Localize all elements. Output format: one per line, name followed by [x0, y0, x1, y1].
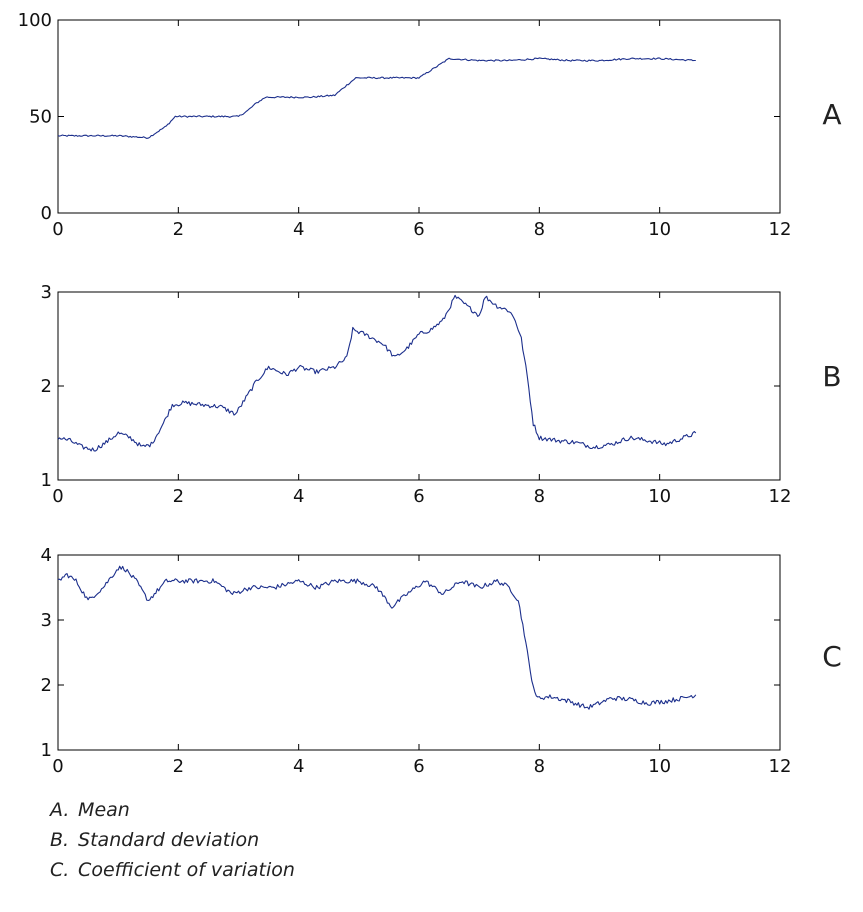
- x-tick-label: 6: [413, 486, 424, 507]
- x-tick-label: 10: [648, 486, 671, 507]
- x-tick-label: 10: [648, 219, 671, 240]
- x-tick-label: 2: [173, 219, 184, 240]
- x-tick-label: 8: [534, 219, 545, 240]
- x-tick-label: 10: [648, 756, 671, 777]
- x-tick-label: 0: [52, 756, 63, 777]
- chart-panel-a: 0 2 4 6 8 10 12 0 50 100 A: [18, 10, 842, 240]
- y-tick-label: 1: [41, 740, 52, 761]
- x-tick-label: 8: [534, 756, 545, 777]
- x-tick-label: 4: [293, 486, 304, 507]
- series-line: [57, 565, 697, 710]
- y-tick-label: 4: [41, 545, 52, 566]
- y-tick-label: 2: [41, 675, 52, 696]
- caption-letter: A.: [50, 799, 70, 821]
- y-tick-label: 100: [18, 10, 52, 31]
- x-tick-label: 8: [534, 486, 545, 507]
- plot-frame: [57, 19, 781, 214]
- y-tick-label: 50: [29, 107, 52, 128]
- plot-frame: [57, 554, 781, 751]
- panel-letter: B: [822, 360, 841, 393]
- x-tick-label: 4: [293, 219, 304, 240]
- series-line: [57, 294, 697, 452]
- panel-letter: A: [822, 98, 841, 131]
- caption-text: Mean: [78, 799, 130, 821]
- plot-frame: [57, 291, 781, 481]
- figure-caption: A. Mean B. Standard deviation C. Coeffic…: [50, 795, 750, 885]
- caption-text: Coefficient of variation: [78, 859, 295, 881]
- x-tick-label: 0: [52, 486, 63, 507]
- caption-item-b: B. Standard deviation: [50, 825, 750, 855]
- series-line: [57, 57, 696, 139]
- y-tick-label: 1: [41, 470, 52, 491]
- caption-item-a: A. Mean: [50, 795, 750, 825]
- y-tick-label: 0: [41, 203, 52, 224]
- caption-letter: C.: [50, 859, 70, 881]
- x-tick-label: 6: [413, 219, 424, 240]
- x-tick-label: 2: [173, 756, 184, 777]
- y-tick-label: 3: [41, 282, 52, 303]
- y-tick-label: 3: [41, 610, 52, 631]
- x-tick-label: 0: [52, 219, 63, 240]
- x-tick-label: 4: [293, 756, 304, 777]
- caption-text: Standard deviation: [78, 829, 260, 851]
- caption-item-c: C. Coefficient of variation: [50, 855, 750, 885]
- x-tick-label: 12: [769, 756, 792, 777]
- x-tick-label: 12: [769, 486, 792, 507]
- y-tick-label: 2: [41, 376, 52, 397]
- panel-letter: C: [822, 640, 842, 673]
- x-tick-label: 12: [769, 219, 792, 240]
- x-tick-label: 2: [173, 486, 184, 507]
- x-tick-label: 6: [413, 756, 424, 777]
- caption-letter: B.: [50, 829, 70, 851]
